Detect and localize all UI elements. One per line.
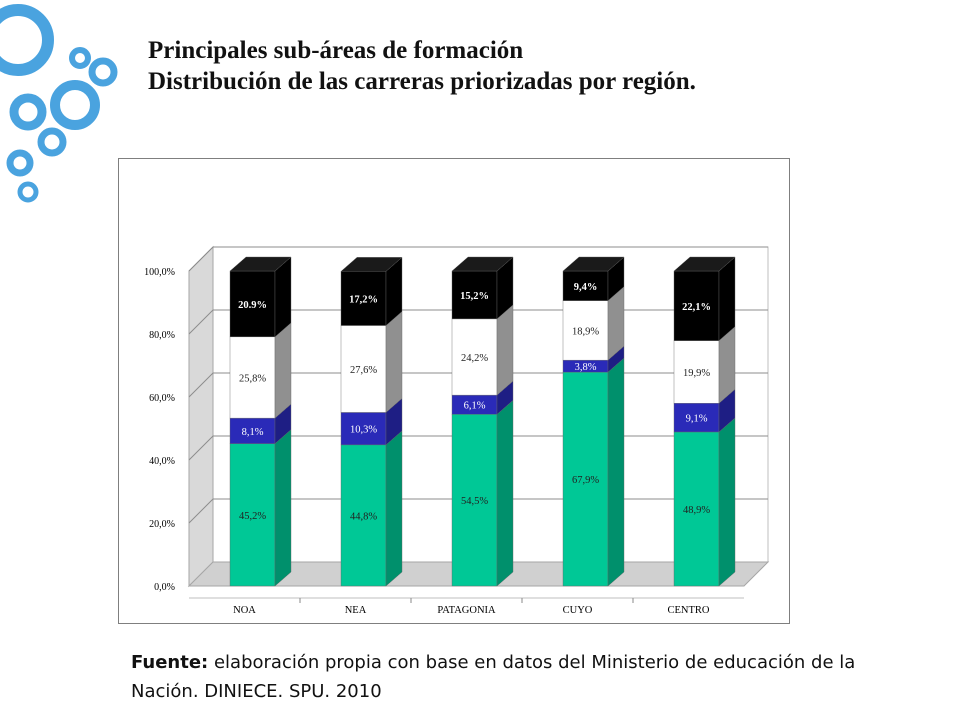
data-label-radiologia-cuyo: 9,4% (574, 282, 598, 293)
bar-hemoterapia-nea-front (340, 412, 387, 446)
data-label-enfermeria-cuyo: 67,9% (572, 475, 599, 486)
gridline-side (188, 246, 214, 272)
data-label-radiologia-patagonia: 15,2% (460, 291, 489, 302)
stacked-bar-chart: 0,0% 20,0% 40,0% 60,0% 80,0% 100,0% 45,2% 8,1% 2… (144, 245, 770, 616)
gear-icon (69, 47, 91, 69)
bar-radiologia-centro-front (673, 270, 720, 341)
y-tick-label: 20,0% (149, 519, 175, 530)
bar-radiologia-noa-top (229, 256, 292, 272)
data-label-hemoterapia-patagonia: 6,1% (464, 401, 486, 412)
bar-hemoterapia-centro-front (673, 403, 720, 433)
gear-icon (50, 80, 100, 130)
side-wall (188, 245, 214, 588)
bar-laboratorio-patagonia-front (451, 318, 498, 396)
slide-title: Principales sub-áreas de formación Distr… (148, 35, 696, 97)
chart-frame: 0,0% 20,0% 40,0% 60,0% 80,0% 100,0% 45,2% 8,1% 2… (118, 158, 790, 624)
x-tick-label: CENTRO (668, 605, 710, 616)
data-label-hemoterapia-centro: 9,1% (686, 414, 708, 425)
data-label-hemoterapia-cuyo: 3,8% (575, 362, 597, 373)
title-line-2: Distribución de las carreras priorizadas… (148, 68, 696, 95)
source-label: Fuente: (131, 652, 209, 673)
data-label-hemoterapia-noa: 8,1% (242, 427, 264, 438)
x-tick-label: NOA (233, 605, 256, 616)
bar-radiologia-centro-top (673, 256, 736, 272)
x-tick-label: NEA (345, 605, 367, 616)
gridline-side (188, 435, 214, 461)
data-label-enfermeria-noa: 45,2% (239, 511, 266, 522)
gears-decoration (0, 4, 118, 203)
bar-laboratorio-noa-side (274, 322, 292, 419)
bar-laboratorio-nea-front (340, 325, 387, 413)
gridline-side (188, 498, 214, 524)
data-label-hemoterapia-nea: 10,3% (350, 425, 377, 436)
data-label-laboratorio-patagonia: 24,2% (461, 353, 488, 364)
bar-enfermeria-nea-side (385, 430, 403, 587)
y-tick-label: 40,0% (149, 456, 175, 467)
y-tick-label: 100,0% (144, 267, 175, 278)
y-tick-label: 0,0% (154, 582, 175, 593)
bar-enfermeria-cuyo-front (562, 371, 609, 587)
gear-icon (0, 4, 54, 76)
bar-radiologia-patagonia-top (451, 256, 514, 272)
bar-enfermeria-patagonia-front (451, 414, 498, 587)
gridline-side (188, 372, 214, 398)
bar-enfermeria-centro-front (673, 431, 720, 587)
bar-radiologia-nea-top (340, 257, 403, 272)
bar-enfermeria-patagonia-side (496, 399, 514, 587)
bar-laboratorio-patagonia-side (496, 304, 514, 396)
bar-enfermeria-noa-side (274, 429, 292, 587)
gridline-side (188, 309, 214, 335)
bar-enfermeria-noa-front (229, 443, 276, 587)
bar-enfermeria-centro-side (718, 417, 736, 587)
y-tick-label: 60,0% (149, 393, 175, 404)
bar-radiologia-patagonia-front (451, 270, 498, 320)
data-label-enfermeria-centro: 48,9% (683, 505, 710, 516)
data-label-radiologia-nea: 17,2% (349, 294, 378, 305)
gear-icon (9, 93, 47, 131)
data-label-laboratorio-cuyo: 18,9% (572, 326, 599, 337)
bar-radiologia-cuyo-top (562, 256, 625, 272)
x-tick-label: PATAGONIA (437, 605, 496, 616)
data-label-enfermeria-nea: 44,8% (350, 511, 377, 522)
data-label-radiologia-noa: 20.9% (238, 300, 267, 311)
data-label-enfermeria-patagonia: 54,5% (461, 496, 488, 507)
title-line-1: Principales sub-áreas de formación (148, 37, 524, 64)
bar-enfermeria-cuyo-side (607, 357, 625, 587)
bar-radiologia-centro-side (718, 256, 736, 342)
gear-icon (17, 181, 39, 203)
gear-icon (6, 149, 34, 177)
source-note: Fuente: elaboración propia con base en d… (131, 648, 891, 706)
data-label-laboratorio-noa: 25,8% (239, 373, 266, 384)
gear-icon (37, 127, 67, 157)
data-label-laboratorio-nea: 27,6% (350, 365, 377, 376)
bar-radiologia-noa-front (229, 270, 276, 338)
gear-icon (88, 57, 118, 87)
bar-laboratorio-nea-side (385, 311, 403, 413)
x-tick-label: CUYO (563, 605, 593, 616)
data-label-laboratorio-centro: 19,9% (683, 368, 710, 379)
bar-radiologia-cuyo-front (562, 270, 609, 301)
data-label-radiologia-centro: 22,1% (682, 302, 711, 313)
source-text: elaboración propia con base en datos del… (131, 652, 856, 702)
y-tick-label: 80,0% (149, 330, 175, 341)
